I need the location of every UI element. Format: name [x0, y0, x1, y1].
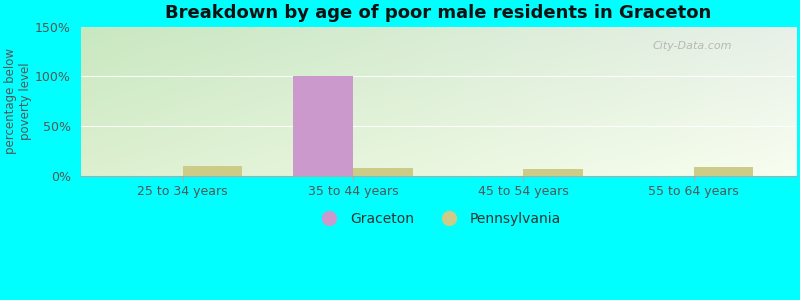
Legend: Graceton, Pennsylvania: Graceton, Pennsylvania	[310, 206, 566, 232]
Text: City-Data.com: City-Data.com	[653, 41, 732, 51]
Bar	[523, 169, 583, 176]
Bar	[294, 76, 353, 176]
Y-axis label: percentage below
poverty level: percentage below poverty level	[4, 48, 32, 154]
Bar	[694, 167, 754, 176]
Bar	[182, 166, 242, 176]
Title: Breakdown by age of poor male residents in Graceton: Breakdown by age of poor male residents …	[165, 4, 711, 22]
Bar	[353, 168, 413, 176]
